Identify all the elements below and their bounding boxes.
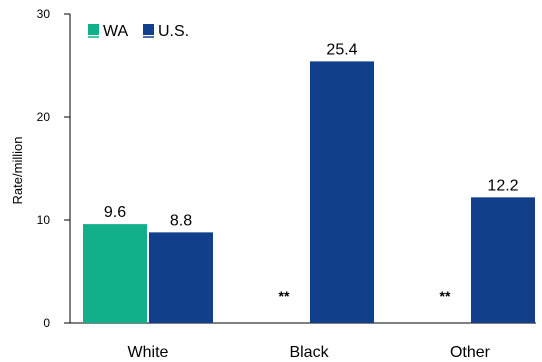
bar-us-white [149, 232, 213, 323]
bars [83, 61, 535, 323]
data-label: 25.4 [326, 41, 357, 58]
data-label: 9.6 [104, 204, 126, 221]
data-labels: 9.6 8.8 ** 25.4 ** 12.2 [104, 41, 519, 304]
legend-label: WA [103, 23, 129, 40]
suppressed-value-label: ** [279, 288, 290, 304]
bar-us-black [310, 61, 374, 323]
legend-swatch [88, 24, 99, 35]
data-label: 12.2 [487, 177, 518, 194]
suppressed-value-label: ** [440, 288, 451, 304]
y-axis-title: Rate/million [10, 137, 25, 205]
data-label: 8.8 [170, 212, 192, 229]
y-tick-label: 0 [43, 316, 50, 330]
y-tick-label: 30 [37, 7, 51, 21]
y-tick-label: 10 [37, 213, 51, 227]
legend: WA U.S. [88, 23, 189, 40]
legend-swatch [143, 24, 154, 35]
x-category-label: Other [450, 344, 491, 361]
x-category-label: White [128, 344, 169, 361]
bar-us-other [471, 197, 535, 323]
x-category-label: Black [289, 344, 329, 361]
legend-label: U.S. [158, 23, 189, 40]
y-tick-label: 20 [37, 110, 51, 124]
bar-wa-white [83, 224, 147, 323]
